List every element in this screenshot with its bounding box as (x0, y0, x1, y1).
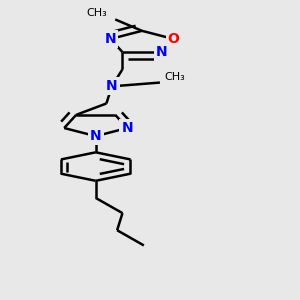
Text: N: N (90, 129, 101, 143)
Text: CH₃: CH₃ (164, 72, 185, 82)
Text: O: O (168, 32, 179, 46)
Text: N: N (106, 80, 118, 93)
Text: N: N (105, 32, 116, 46)
Text: N: N (156, 45, 167, 59)
Text: CH₃: CH₃ (86, 8, 107, 17)
Text: N: N (122, 121, 133, 135)
